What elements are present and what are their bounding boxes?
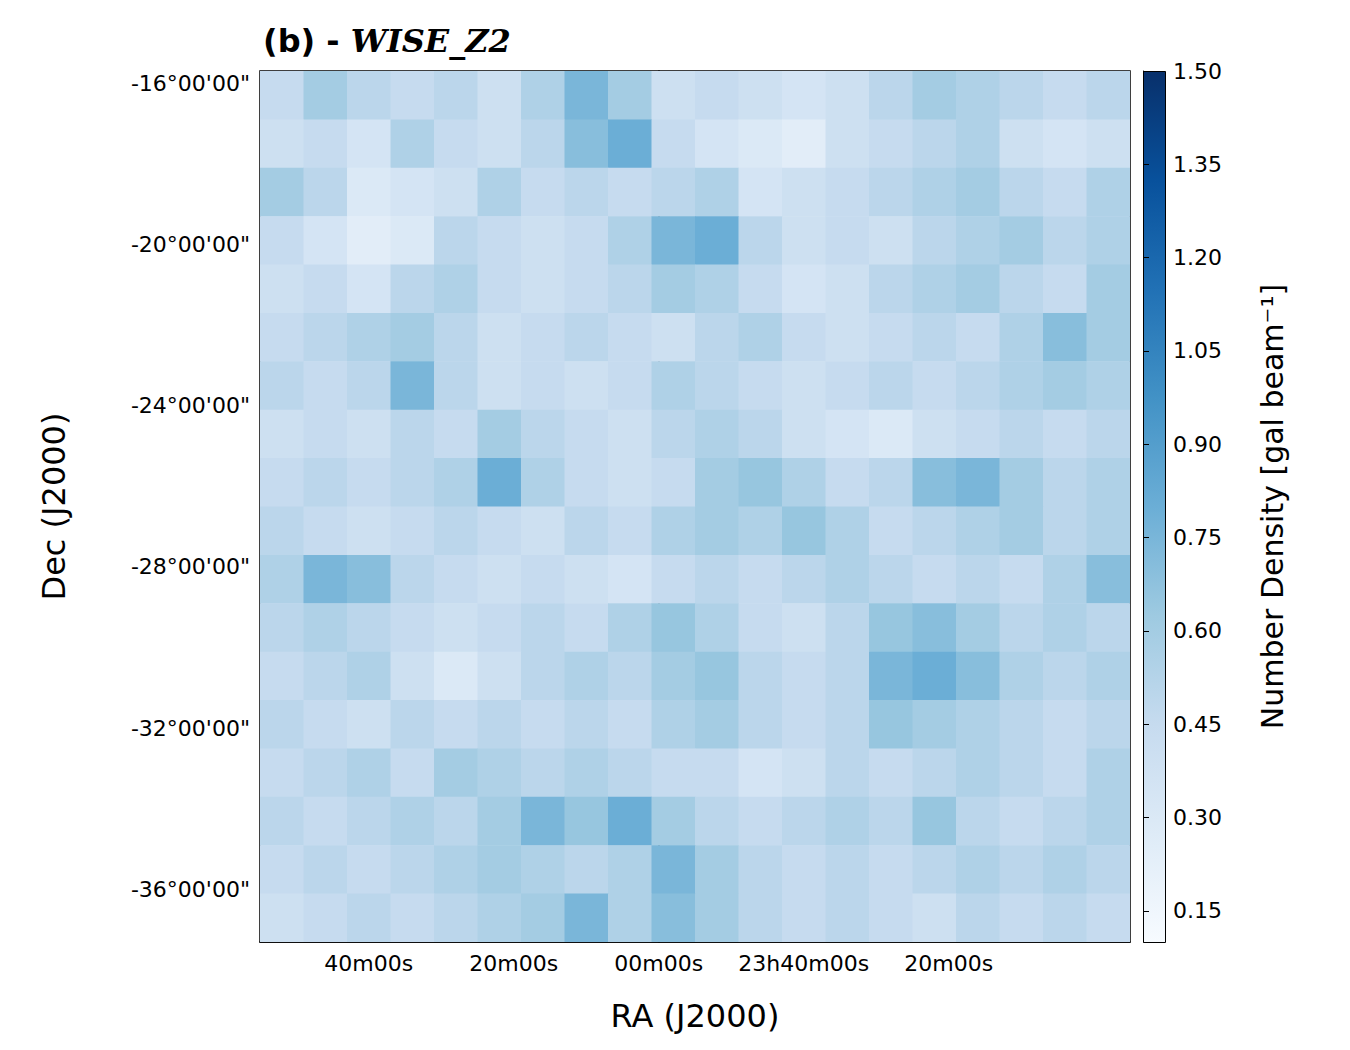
svg-text:Number Density [gal beam⁻¹]: Number Density [gal beam⁻¹]: [1255, 284, 1290, 729]
svg-text:0.75: 0.75: [1173, 525, 1222, 550]
svg-text:RA (J2000): RA (J2000): [611, 997, 780, 1035]
svg-text:20m00s: 20m00s: [469, 951, 558, 976]
svg-text:0.60: 0.60: [1173, 618, 1222, 643]
svg-text:1.05: 1.05: [1173, 338, 1222, 363]
svg-text:-36°00'00": -36°00'00": [131, 877, 250, 902]
svg-text:-32°00'00": -32°00'00": [131, 716, 250, 741]
svg-text:-20°00'00": -20°00'00": [131, 232, 250, 257]
svg-text:WISE_Z2: WISE_Z2: [351, 22, 511, 60]
svg-text:00m00s: 00m00s: [614, 951, 703, 976]
svg-text:0.45: 0.45: [1173, 712, 1222, 737]
svg-text:1.20: 1.20: [1173, 245, 1222, 270]
svg-text:40m00s: 40m00s: [324, 951, 413, 976]
svg-text:Dec (J2000): Dec (J2000): [35, 413, 73, 601]
svg-text:0.90: 0.90: [1173, 432, 1222, 457]
svg-text:0.30: 0.30: [1173, 805, 1222, 830]
svg-text:1.50: 1.50: [1173, 59, 1222, 84]
svg-text:-24°00'00": -24°00'00": [131, 393, 250, 418]
svg-text:20m00s: 20m00s: [904, 951, 993, 976]
svg-text:(b) -: (b) -: [263, 22, 351, 60]
svg-text:1.35: 1.35: [1173, 152, 1222, 177]
svg-text:0.15: 0.15: [1173, 898, 1222, 923]
svg-text:-28°00'00": -28°00'00": [131, 554, 250, 579]
svg-text:23h40m00s: 23h40m00s: [738, 951, 869, 976]
svg-text:-16°00'00": -16°00'00": [131, 71, 250, 96]
